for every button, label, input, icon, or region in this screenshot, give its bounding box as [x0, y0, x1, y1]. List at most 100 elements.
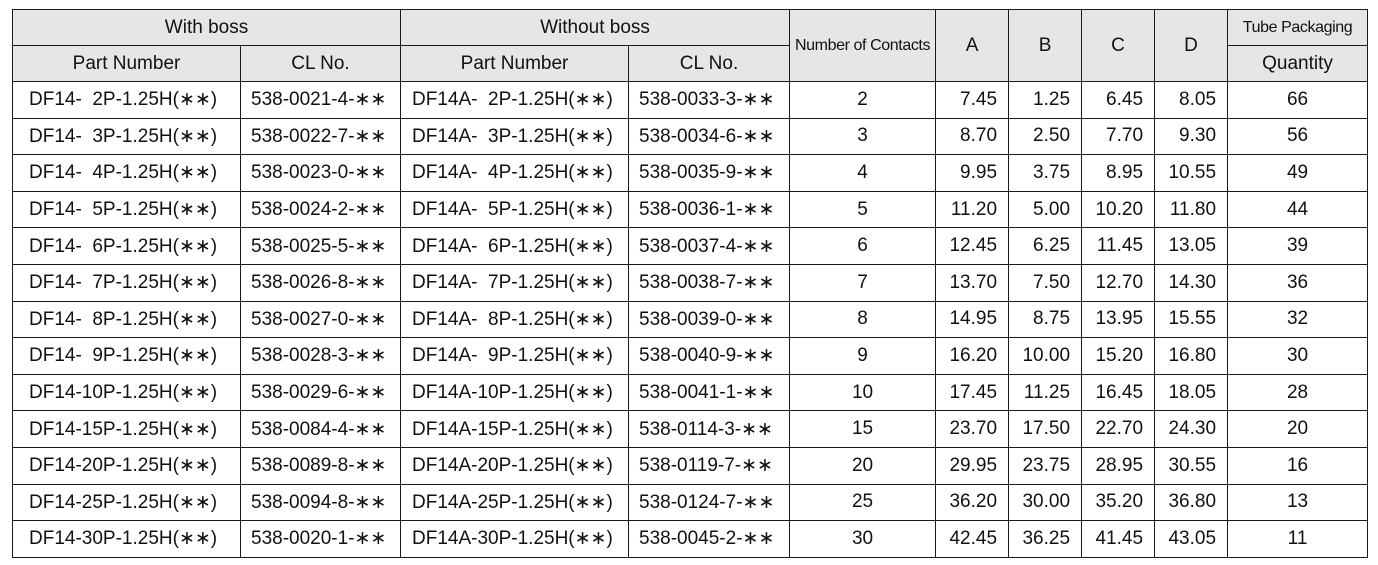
cl-no-boss-cell: 538-0024-2-∗∗ [239, 190, 402, 229]
contacts-cell: 3 [789, 117, 937, 156]
dimension-d-cell: 16.80 [1154, 337, 1229, 375]
cl-no-noboss-cell: 538-0033-3-∗∗ [628, 81, 791, 119]
cl-no-noboss-cell: 538-0124-7-∗∗ [628, 483, 791, 522]
dimension-d-cell: 30.55 [1154, 446, 1229, 485]
quantity-cell: 16 [1227, 446, 1369, 485]
part-number-boss-cell: DF14-10P-1.25H(∗∗) [12, 373, 241, 412]
dimension-d-cell: 9.30 [1154, 117, 1229, 156]
dimension-a-cell: 36.20 [935, 483, 1010, 522]
dimension-c-cell: 10.20 [1081, 190, 1156, 229]
cl-no-boss-cell: 538-0094-8-∗∗ [239, 483, 402, 522]
dimension-c-cell: 15.20 [1081, 337, 1156, 375]
part-number-noboss-cell: DF14A- 2P-1.25H(∗∗) [400, 81, 630, 119]
dimension-c-cell: 16.45 [1081, 373, 1156, 412]
part-number-boss-cell: DF14-30P-1.25H(∗∗) [12, 520, 241, 558]
table-row: DF14-10P-1.25H(∗∗) 538-0029-6-∗∗ DF14A-10P… [12, 373, 1369, 412]
cl-no-noboss-cell: 538-0114-3-∗∗ [628, 410, 791, 448]
dimension-d-header: D [1154, 9, 1229, 82]
part-number-header-noboss: Part Number [400, 45, 630, 82]
connector-spec-table: With boss Without boss Number of Contact… [11, 9, 1369, 558]
part-number-noboss-cell: DF14A-20P-1.25H(∗∗) [400, 446, 630, 485]
dimension-c-cell: 12.70 [1081, 263, 1156, 302]
quantity-cell: 66 [1227, 81, 1369, 119]
dimension-d-cell: 18.05 [1154, 373, 1229, 412]
dimension-a-cell: 9.95 [935, 154, 1010, 192]
dimension-b-cell: 36.25 [1008, 520, 1083, 558]
dimension-c-header: C [1081, 9, 1156, 82]
dimension-b-cell: 30.00 [1008, 483, 1083, 522]
quantity-cell: 39 [1227, 227, 1369, 265]
dimension-d-cell: 36.80 [1154, 483, 1229, 522]
cl-no-noboss-cell: 538-0119-7-∗∗ [628, 446, 791, 485]
tube-packaging-header: Tube Packaging [1227, 9, 1369, 46]
dimension-d-cell: 10.55 [1154, 154, 1229, 192]
cl-no-boss-cell: 538-0028-3-∗∗ [239, 337, 402, 375]
table-row: DF14- 8P-1.25H(∗∗) 538-0027-0-∗∗ DF14A- 8P… [12, 300, 1369, 339]
cl-no-noboss-cell: 538-0040-9-∗∗ [628, 337, 791, 375]
part-number-noboss-cell: DF14A- 5P-1.25H(∗∗) [400, 190, 630, 229]
cl-no-noboss-cell: 538-0045-2-∗∗ [628, 520, 791, 558]
part-number-noboss-cell: DF14A- 6P-1.25H(∗∗) [400, 227, 630, 265]
quantity-cell: 49 [1227, 154, 1369, 192]
cl-no-boss-cell: 538-0027-0-∗∗ [239, 300, 402, 339]
part-number-boss-cell: DF14- 4P-1.25H(∗∗) [12, 154, 241, 192]
dimension-b-cell: 3.75 [1008, 154, 1083, 192]
cl-no-boss-cell: 538-0026-8-∗∗ [239, 263, 402, 302]
dimension-a-cell: 12.45 [935, 227, 1010, 265]
part-number-header-boss: Part Number [12, 45, 241, 82]
dimension-c-cell: 35.20 [1081, 483, 1156, 522]
cl-no-noboss-cell: 538-0038-7-∗∗ [628, 263, 791, 302]
cl-no-boss-cell: 538-0084-4-∗∗ [239, 410, 402, 448]
dimension-d-cell: 8.05 [1154, 81, 1229, 119]
part-number-boss-cell: DF14-20P-1.25H(∗∗) [12, 446, 241, 485]
dimension-a-cell: 11.20 [935, 190, 1010, 229]
cl-no-boss-cell: 538-0021-4-∗∗ [239, 81, 402, 119]
dimension-b-cell: 5.00 [1008, 190, 1083, 229]
cl-no-boss-cell: 538-0025-5-∗∗ [239, 227, 402, 265]
part-number-boss-cell: DF14- 5P-1.25H(∗∗) [12, 190, 241, 229]
cl-no-noboss-cell: 538-0036-1-∗∗ [628, 190, 791, 229]
quantity-header: Quantity [1227, 45, 1369, 82]
part-number-boss-cell: DF14-15P-1.25H(∗∗) [12, 410, 241, 448]
dimension-a-cell: 8.70 [935, 117, 1010, 156]
contacts-cell: 25 [789, 483, 937, 522]
cl-no-noboss-cell: 538-0035-9-∗∗ [628, 154, 791, 192]
contacts-cell: 4 [789, 154, 937, 192]
contacts-cell: 9 [789, 337, 937, 375]
contacts-cell: 6 [789, 227, 937, 265]
dimension-a-cell: 42.45 [935, 520, 1010, 558]
dimension-a-cell: 17.45 [935, 373, 1010, 412]
table-row: DF14- 5P-1.25H(∗∗) 538-0024-2-∗∗ DF14A- 5P… [12, 190, 1369, 229]
part-number-boss-cell: DF14- 6P-1.25H(∗∗) [12, 227, 241, 265]
cl-no-noboss-cell: 538-0041-1-∗∗ [628, 373, 791, 412]
with-boss-header: With boss [11, 9, 402, 46]
part-number-noboss-cell: DF14A-30P-1.25H(∗∗) [400, 520, 630, 558]
quantity-cell: 44 [1227, 190, 1369, 229]
cl-no-boss-cell: 538-0023-0-∗∗ [239, 154, 402, 192]
table-row: DF14- 3P-1.25H(∗∗) 538-0022-7-∗∗ DF14A- 3P… [12, 117, 1369, 156]
part-number-noboss-cell: DF14A-25P-1.25H(∗∗) [400, 483, 630, 522]
dimension-c-cell: 22.70 [1081, 410, 1156, 448]
part-number-noboss-cell: DF14A-15P-1.25H(∗∗) [400, 410, 630, 448]
contacts-cell: 15 [789, 410, 937, 448]
part-number-boss-cell: DF14- 7P-1.25H(∗∗) [12, 263, 241, 302]
quantity-cell: 32 [1227, 300, 1369, 339]
contacts-cell: 30 [789, 520, 937, 558]
quantity-cell: 28 [1227, 373, 1369, 412]
dimension-a-cell: 13.70 [935, 263, 1010, 302]
dimension-c-cell: 13.95 [1081, 300, 1156, 339]
dimension-b-cell: 2.50 [1008, 117, 1083, 156]
dimension-b-cell: 11.25 [1008, 373, 1083, 412]
table-row: DF14-25P-1.25H(∗∗) 538-0094-8-∗∗ DF14A-25P… [12, 483, 1369, 522]
without-boss-header: Without boss [400, 9, 791, 46]
table-row: DF14- 6P-1.25H(∗∗) 538-0025-5-∗∗ DF14A- 6P… [12, 227, 1369, 265]
part-number-boss-cell: DF14- 3P-1.25H(∗∗) [12, 117, 241, 156]
contacts-cell: 7 [789, 263, 937, 302]
part-number-boss-cell: DF14- 8P-1.25H(∗∗) [12, 300, 241, 339]
part-number-noboss-cell: DF14A- 3P-1.25H(∗∗) [400, 117, 630, 156]
dimension-b-cell: 8.75 [1008, 300, 1083, 339]
dimension-d-cell: 11.80 [1154, 190, 1229, 229]
dimension-a-cell: 29.95 [935, 446, 1010, 485]
dimension-c-cell: 6.45 [1081, 81, 1156, 119]
dimension-b-cell: 1.25 [1008, 81, 1083, 119]
